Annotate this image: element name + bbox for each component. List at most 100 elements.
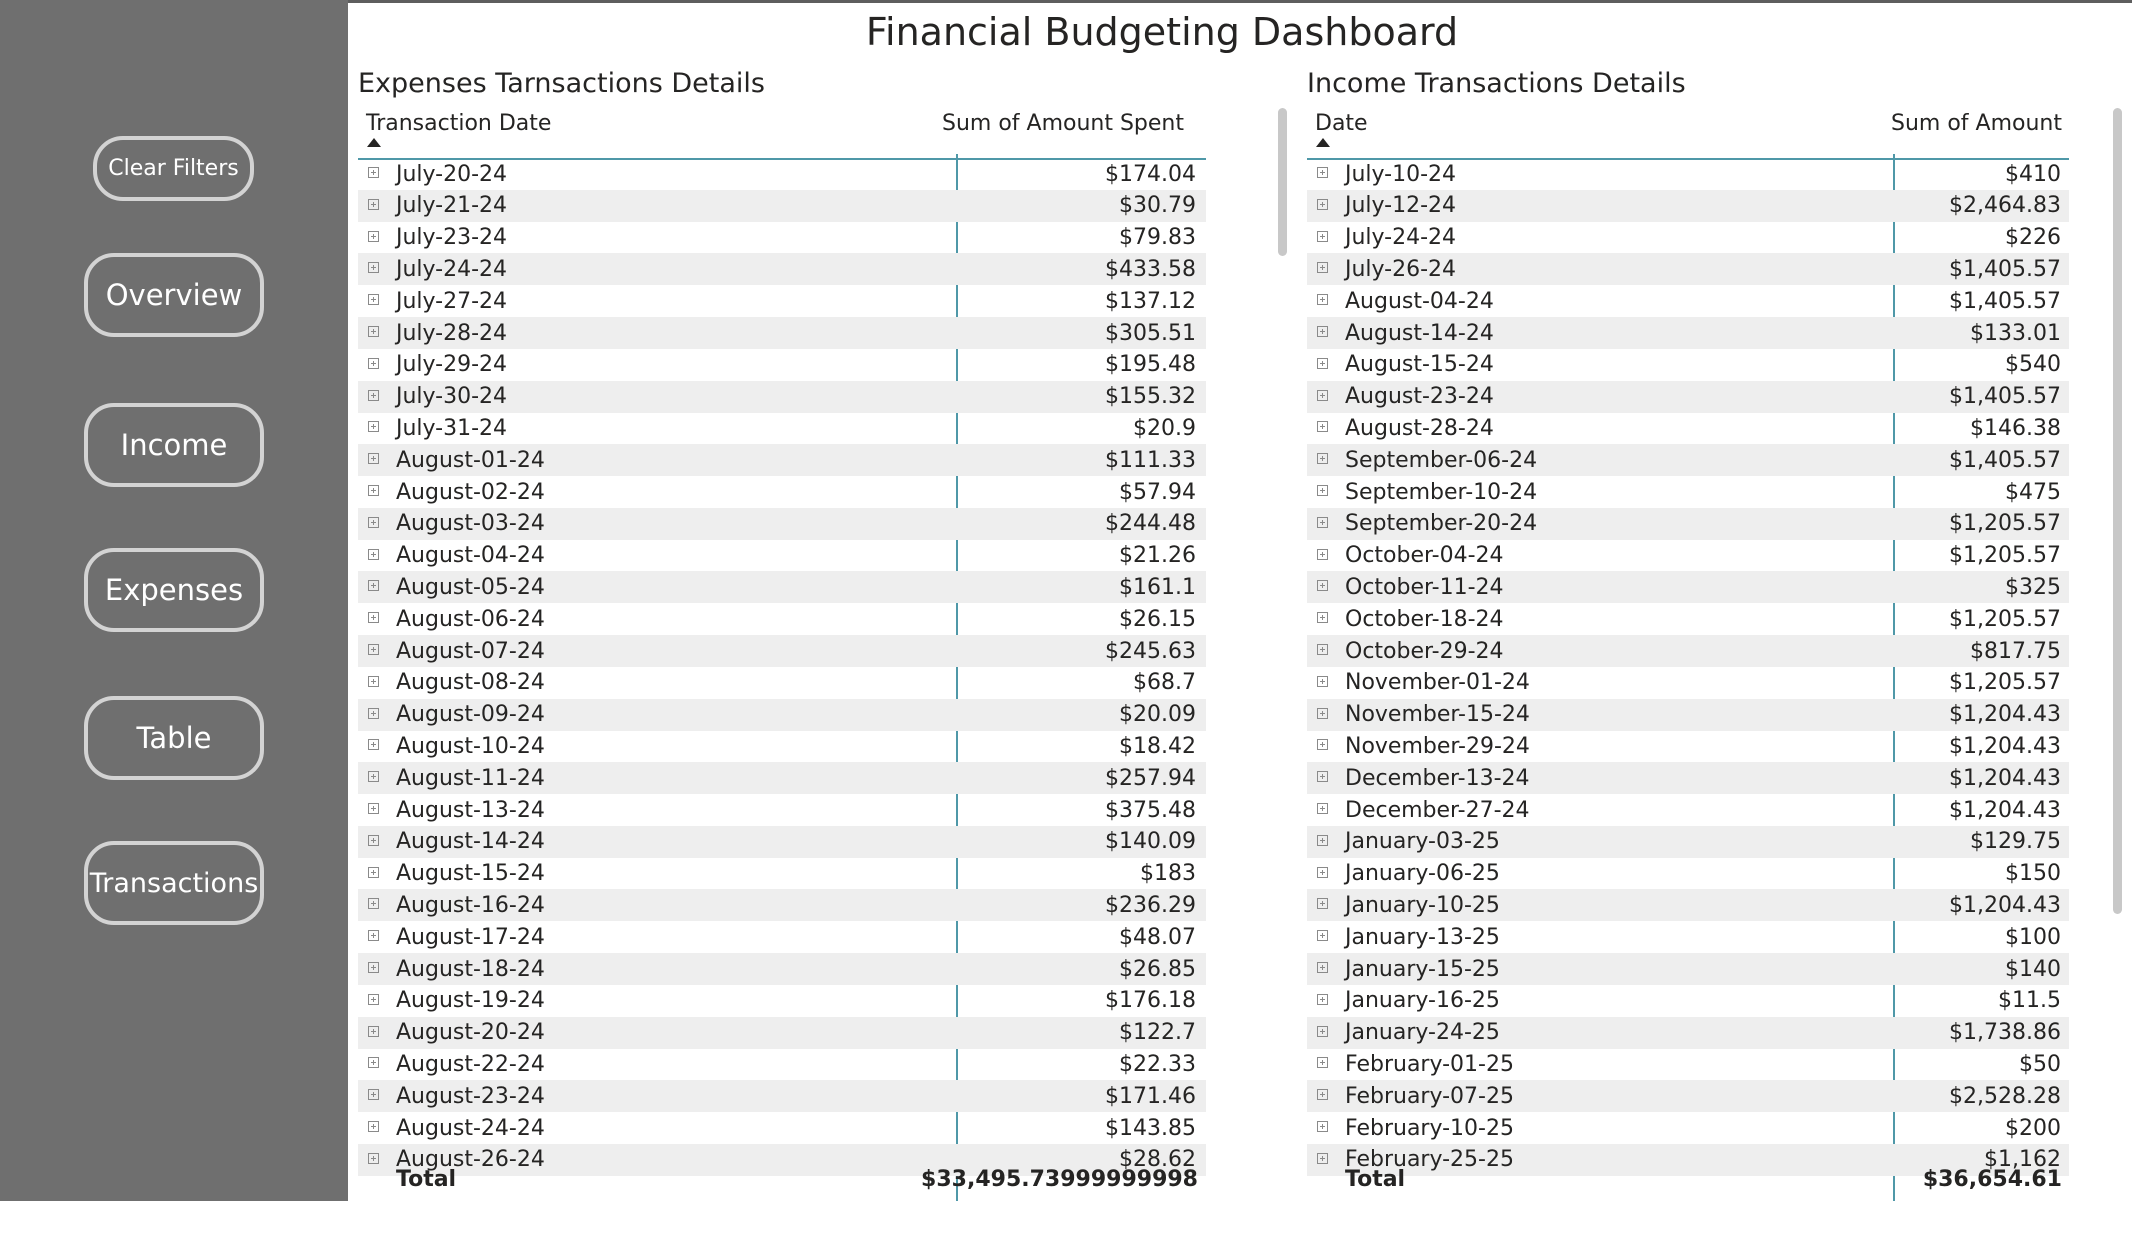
expand-plus-icon[interactable] xyxy=(1317,771,1328,783)
expand-plus-icon[interactable] xyxy=(368,866,379,878)
table-row[interactable]: July-31-24 $20.9 xyxy=(358,412,1206,444)
expand-plus-icon[interactable] xyxy=(368,357,379,369)
table-row[interactable]: August-28-24 $146.38 xyxy=(1307,412,2069,444)
table-row[interactable]: July-24-24 $433.58 xyxy=(358,253,1206,286)
expand-plus-icon[interactable] xyxy=(1317,739,1328,751)
expand-plus-icon[interactable] xyxy=(1317,834,1328,846)
expand-plus-icon[interactable] xyxy=(368,294,379,306)
expand-plus-icon[interactable] xyxy=(1317,262,1328,274)
expand-plus-icon[interactable] xyxy=(1317,930,1328,942)
sort-ascending-icon[interactable] xyxy=(367,138,381,147)
table-row[interactable]: January-13-25 $100 xyxy=(1307,921,2069,953)
table-row[interactable]: February-10-25 $200 xyxy=(1307,1112,2069,1144)
expand-plus-icon[interactable] xyxy=(368,962,379,973)
table-row[interactable]: January-06-25 $150 xyxy=(1307,858,2069,890)
expand-plus-icon[interactable] xyxy=(1317,1121,1328,1132)
expand-plus-icon[interactable] xyxy=(1317,421,1328,433)
table-row[interactable]: July-27-24 $137.12 xyxy=(358,285,1206,317)
expand-plus-icon[interactable] xyxy=(1317,1025,1328,1037)
income-button[interactable]: Income xyxy=(84,403,264,487)
table-row[interactable]: August-04-24 $1,405.57 xyxy=(1307,285,2069,317)
table-row[interactable]: July-12-24 $2,464.83 xyxy=(1307,189,2069,222)
sort-ascending-icon[interactable] xyxy=(1316,138,1330,147)
table-row[interactable]: July-30-24 $155.32 xyxy=(358,380,1206,413)
table-row[interactable]: August-23-24 $171.46 xyxy=(358,1080,1206,1113)
expand-plus-icon[interactable] xyxy=(368,644,379,655)
transactions-button[interactable]: Transactions xyxy=(84,841,264,925)
table-row[interactable]: August-14-24 $133.01 xyxy=(1307,317,2069,349)
table-row[interactable]: August-26-24 $28.62 xyxy=(358,1143,1206,1176)
table-row[interactable]: November-01-24 $1,205.57 xyxy=(1307,667,2069,699)
table-row[interactable]: December-13-24 $1,204.43 xyxy=(1307,762,2069,795)
expand-plus-icon[interactable] xyxy=(1317,485,1328,496)
expand-plus-icon[interactable] xyxy=(368,993,379,1005)
table-row[interactable]: September-06-24 $1,405.57 xyxy=(1307,444,2069,477)
table-row[interactable]: January-03-25 $129.75 xyxy=(1307,825,2069,858)
table-row[interactable]: August-24-24 $143.85 xyxy=(358,1112,1206,1144)
expand-plus-icon[interactable] xyxy=(1317,548,1328,560)
expand-plus-icon[interactable] xyxy=(368,771,379,783)
table-row[interactable]: July-26-24 $1,405.57 xyxy=(1307,253,2069,286)
expand-plus-icon[interactable] xyxy=(368,167,379,178)
income-scrollbar[interactable] xyxy=(2113,108,2122,914)
table-row[interactable]: August-15-24 $540 xyxy=(1307,349,2069,381)
expand-plus-icon[interactable] xyxy=(1317,1152,1328,1164)
expand-plus-icon[interactable] xyxy=(1317,898,1328,910)
expand-plus-icon[interactable] xyxy=(368,707,379,719)
column-header-amount[interactable]: Sum of Amount xyxy=(1891,111,2062,136)
table-row[interactable]: July-21-24 $30.79 xyxy=(358,189,1206,222)
expand-plus-icon[interactable] xyxy=(368,1089,379,1101)
table-row[interactable]: August-10-24 $18.42 xyxy=(358,730,1206,762)
expand-plus-icon[interactable] xyxy=(1317,993,1328,1005)
table-row[interactable]: October-18-24 $1,205.57 xyxy=(1307,603,2069,635)
expand-plus-icon[interactable] xyxy=(1317,962,1328,973)
expand-plus-icon[interactable] xyxy=(1317,326,1328,337)
expand-plus-icon[interactable] xyxy=(368,1152,379,1164)
table-row[interactable]: August-04-24 $21.26 xyxy=(358,540,1206,572)
expand-plus-icon[interactable] xyxy=(368,485,379,496)
expand-plus-icon[interactable] xyxy=(368,803,379,814)
table-row[interactable]: January-15-25 $140 xyxy=(1307,953,2069,985)
expand-plus-icon[interactable] xyxy=(1317,389,1328,401)
expand-plus-icon[interactable] xyxy=(1317,516,1328,528)
table-row[interactable]: August-23-24 $1,405.57 xyxy=(1307,380,2069,413)
expand-plus-icon[interactable] xyxy=(368,898,379,910)
expand-plus-icon[interactable] xyxy=(368,739,379,751)
expand-plus-icon[interactable] xyxy=(1317,230,1328,242)
column-header-transaction-date[interactable]: Transaction Date xyxy=(366,111,552,136)
table-row[interactable]: September-10-24 $475 xyxy=(1307,476,2069,508)
table-row[interactable]: August-14-24 $140.09 xyxy=(358,825,1206,858)
expand-plus-icon[interactable] xyxy=(368,389,379,401)
table-row[interactable]: August-03-24 $244.48 xyxy=(358,507,1206,540)
expand-plus-icon[interactable] xyxy=(1317,1089,1328,1101)
expand-plus-icon[interactable] xyxy=(1317,357,1328,369)
table-row[interactable]: February-25-25 $1,162 xyxy=(1307,1143,2069,1176)
clear-filters-button[interactable]: Clear Filters xyxy=(93,136,254,201)
expand-plus-icon[interactable] xyxy=(368,198,379,210)
expand-plus-icon[interactable] xyxy=(368,453,379,465)
table-row[interactable]: August-16-24 $236.29 xyxy=(358,889,1206,922)
expand-plus-icon[interactable] xyxy=(368,1121,379,1132)
overview-button[interactable]: Overview xyxy=(84,253,264,337)
table-row[interactable]: August-13-24 $375.48 xyxy=(358,794,1206,826)
table-row[interactable]: January-16-25 $11.5 xyxy=(1307,985,2069,1017)
expand-plus-icon[interactable] xyxy=(1317,167,1328,178)
expand-plus-icon[interactable] xyxy=(1317,612,1328,624)
table-row[interactable]: January-10-25 $1,204.43 xyxy=(1307,889,2069,922)
table-row[interactable]: October-04-24 $1,205.57 xyxy=(1307,540,2069,572)
expand-plus-icon[interactable] xyxy=(368,421,379,433)
table-row[interactable]: August-01-24 $111.33 xyxy=(358,444,1206,477)
table-row[interactable]: November-15-24 $1,204.43 xyxy=(1307,698,2069,731)
expand-plus-icon[interactable] xyxy=(1317,866,1328,878)
table-row[interactable]: July-10-24 $410 xyxy=(1307,158,2069,190)
table-row[interactable]: July-24-24 $226 xyxy=(1307,222,2069,254)
column-header-amount-spent[interactable]: Sum of Amount Spent xyxy=(941,111,1184,136)
expand-plus-icon[interactable] xyxy=(1317,1057,1328,1069)
table-row[interactable]: February-01-25 $50 xyxy=(1307,1048,2069,1080)
table-row[interactable]: August-22-24 $22.33 xyxy=(358,1048,1206,1080)
expand-plus-icon[interactable] xyxy=(1317,294,1328,306)
expand-plus-icon[interactable] xyxy=(1317,707,1328,719)
table-row[interactable]: October-29-24 $817.75 xyxy=(1307,635,2069,667)
expenses-scrollbar[interactable] xyxy=(1278,108,1287,256)
table-row[interactable]: July-29-24 $195.48 xyxy=(358,349,1206,381)
